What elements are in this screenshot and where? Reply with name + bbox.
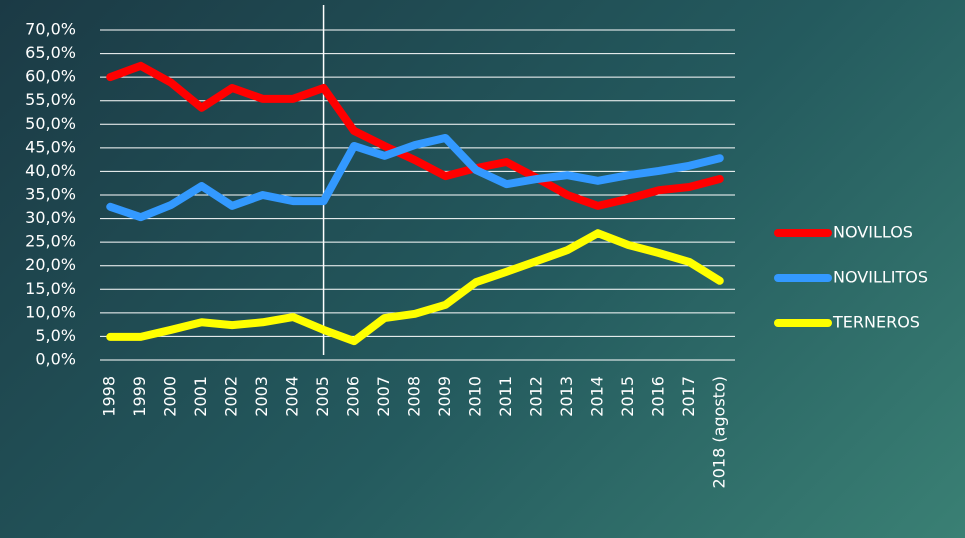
y-tick-label: 70,0%	[25, 20, 76, 39]
legend-label: TERNEROS	[832, 313, 920, 332]
x-tick-label: 2009	[435, 376, 454, 417]
x-tick-label: 2016	[648, 376, 667, 417]
x-tick-label: 2003	[252, 376, 271, 417]
y-tick-label: 20,0%	[25, 255, 76, 274]
x-tick-label: 2007	[374, 376, 393, 417]
series-line	[106, 229, 724, 346]
y-tick-label: 10,0%	[25, 302, 76, 321]
series-line	[106, 133, 724, 222]
y-tick-label: 30,0%	[25, 208, 76, 227]
x-tick-label: 2008	[405, 376, 424, 417]
x-tick-label: 2001	[191, 376, 210, 417]
x-tick-label: 1998	[100, 376, 119, 417]
x-tick-label: 2013	[557, 376, 576, 417]
x-tick-label: 2000	[161, 376, 180, 417]
x-tick-label: 2015	[618, 376, 637, 417]
y-tick-label: 45,0%	[25, 137, 76, 156]
y-tick-label: 0,0%	[35, 350, 76, 369]
series-line	[106, 61, 724, 210]
x-tick-label: 2010	[465, 376, 484, 417]
x-tick-label: 2006	[344, 376, 363, 417]
y-tick-label: 50,0%	[25, 114, 76, 133]
y-tick-label: 5,0%	[35, 326, 76, 345]
x-tick-label: 2005	[313, 376, 332, 417]
legend-label: NOVILLITOS	[833, 268, 928, 287]
y-tick-label: 40,0%	[25, 161, 76, 180]
x-tick-label: 2017	[679, 376, 698, 417]
y-tick-label: 15,0%	[25, 279, 76, 298]
x-tick-label: 1999	[130, 376, 149, 417]
x-tick-label: 2014	[587, 376, 606, 417]
x-tick-label: 2002	[222, 376, 241, 417]
y-tick-label: 35,0%	[25, 185, 76, 204]
y-tick-label: 60,0%	[25, 67, 76, 86]
x-tick-label: 2004	[283, 376, 302, 417]
y-tick-label: 65,0%	[25, 43, 76, 62]
legend-label: NOVILLOS	[833, 223, 913, 242]
x-tick-label: 2011	[496, 376, 515, 417]
x-tick-label: 2012	[526, 376, 545, 417]
y-tick-label: 25,0%	[25, 232, 76, 251]
x-tick-label: 2018 (agosto)	[709, 376, 728, 488]
y-tick-label: 55,0%	[25, 90, 76, 109]
